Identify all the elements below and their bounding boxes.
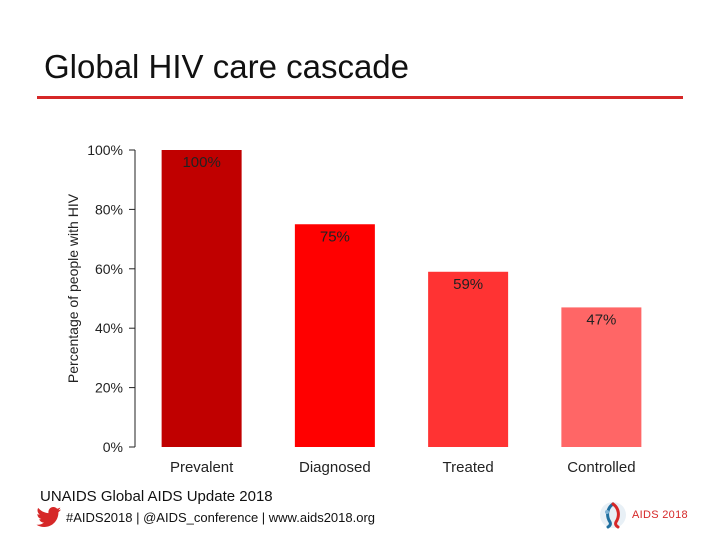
y-tick-label: 60% [95, 261, 123, 277]
x-category-label: Diagnosed [299, 459, 371, 476]
bar-controlled [561, 307, 642, 447]
slide-title: Global HIV care cascade [44, 48, 410, 85]
title-underline [37, 96, 683, 99]
x-category-label: Prevalent [170, 459, 234, 476]
bar-treated [428, 271, 509, 447]
bar-prevalent [161, 150, 242, 447]
y-tick-label: 40% [95, 320, 123, 336]
footer-links: #AIDS2018 | @AIDS_conference | www.aids2… [66, 509, 376, 525]
aids2018-logo-icon [600, 502, 626, 529]
y-axis-label: Percentage of people with HIV [65, 193, 81, 383]
y-tick-label: 0% [103, 439, 123, 455]
bar-value-label: 59% [453, 276, 483, 293]
bar-value-label: 100% [182, 154, 220, 171]
x-category-label: Treated [443, 459, 494, 476]
aids2018-logo: AIDS 2018 [598, 498, 688, 532]
bar-diagnosed [294, 224, 375, 447]
x-category-label: Controlled [567, 459, 635, 476]
source-credit: UNAIDS Global AIDS Update 2018 [40, 488, 273, 505]
bar-value-label: 47% [586, 311, 616, 328]
footer-social-row: #AIDS2018 | @AIDS_conference | www.aids2… [36, 506, 375, 528]
y-tick-label: 20% [95, 380, 123, 396]
twitter-bird-icon[interactable] [36, 507, 62, 527]
bar-value-label: 75% [320, 228, 350, 245]
y-tick-label: 100% [87, 142, 123, 158]
logo-text: AIDS 2018 [632, 509, 688, 521]
y-tick-label: 80% [95, 201, 123, 217]
